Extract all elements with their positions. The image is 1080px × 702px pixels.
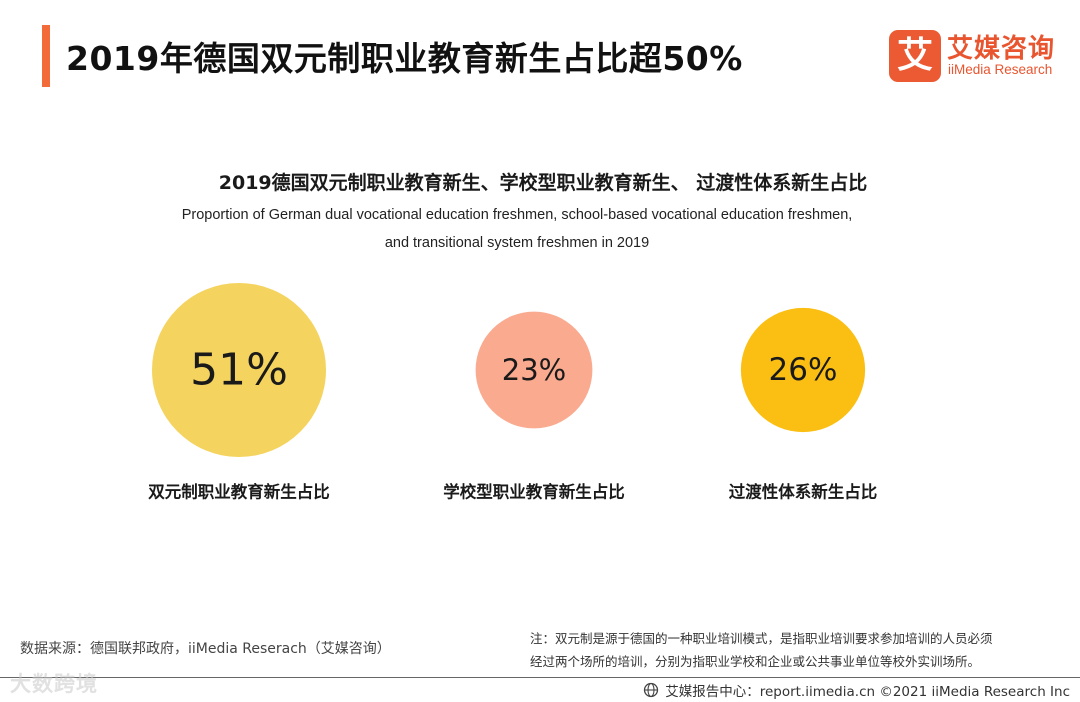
- chart-subtitle-line-2: and transitional system freshmen in 2019: [384, 235, 650, 251]
- chart-subtitle-line-1: Proportion of German dual vocational edu…: [181, 207, 853, 223]
- chart-title: 2019德国双元制职业教育新生、学校型职业教育新生、 过渡性体系新生占比: [218, 172, 868, 194]
- bubble-value-label-3: 26%: [769, 352, 838, 388]
- brand-logo: 艾 艾媒咨询 iiMedia Research: [889, 28, 1069, 82]
- logo-mark: 艾: [889, 30, 941, 82]
- footer-copyright: 艾媒报告中心：report.iimedia.cn ©2021 iiMedia R…: [643, 680, 1070, 700]
- page-title: 2019年德国双元制职业教育新生占比超50%: [66, 39, 743, 78]
- footnote-line-1: 注：双元制是源于德国的一种职业培训模式，是指职业培训要求参加培训的人员必须: [530, 631, 993, 646]
- bubble-1: [152, 283, 326, 457]
- logo-name-en: iiMedia Research: [948, 62, 1053, 77]
- bubble-value-label-2: 23%: [502, 353, 566, 387]
- data-source: 数据来源：德国联邦政府，iiMedia Reserach（艾媒咨询）: [20, 641, 391, 657]
- watermark: 大数跨境: [10, 672, 98, 696]
- bubble-value-label-1: 51%: [190, 345, 288, 396]
- bubble-2: [475, 311, 593, 429]
- title-accent-bar: [42, 25, 50, 87]
- category-label-1: 双元制职业教育新生占比: [148, 482, 330, 502]
- footer-divider: [0, 677, 1080, 678]
- bubble-3: [740, 307, 866, 433]
- chart-subtitle: Proportion of German dual vocational edu…: [0, 201, 1034, 257]
- copyright-text: 艾媒报告中心：report.iimedia.cn ©2021 iiMedia R…: [665, 684, 1070, 700]
- category-label-3: 过渡性体系新生占比: [729, 482, 878, 502]
- globe-icon: [644, 682, 659, 698]
- footnote: 注：双元制是源于德国的一种职业培训模式，是指职业培训要求参加培训的人员必须 经过…: [530, 627, 1070, 673]
- logo-name-cn: 艾媒咨询: [947, 34, 1056, 64]
- footnote-line-2: 经过两个场所的培训，分别为指职业学校和企业或公共事业单位等校外实训场所。: [530, 654, 981, 669]
- category-label-2: 学校型职业教育新生占比: [443, 482, 625, 502]
